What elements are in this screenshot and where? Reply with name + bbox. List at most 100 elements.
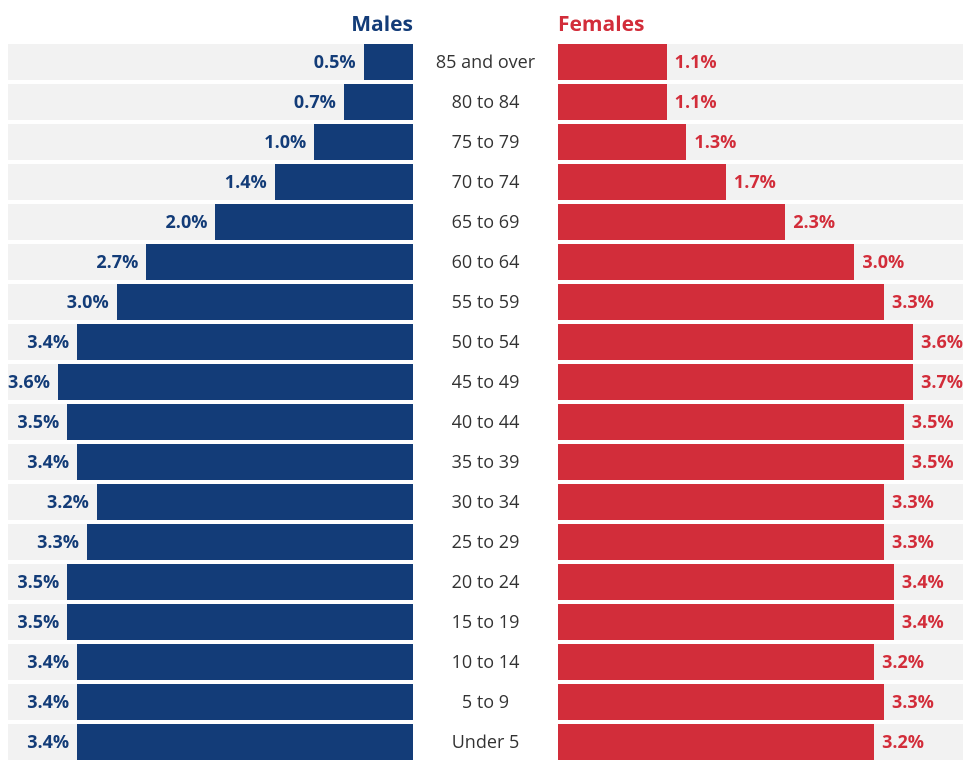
female-value: 3.4% (894, 570, 944, 594)
male-value: 3.5% (17, 610, 67, 634)
pyramid-row: 3.4% Under 5 3.2% (8, 724, 967, 760)
female-value: 3.3% (884, 290, 934, 314)
age-label: 15 to 19 (413, 610, 558, 634)
age-label: 40 to 44 (413, 410, 558, 434)
female-value: 1.1% (667, 50, 717, 74)
pyramid-row: 3.0%55 to 59 3.3% (8, 284, 967, 320)
male-side: 2.0% (8, 204, 413, 240)
male-value: 3.4% (27, 730, 77, 754)
male-side: 3.4% (8, 324, 413, 360)
male-value: 3.4% (27, 650, 77, 674)
age-label: Under 5 (413, 730, 558, 754)
pyramid-row: 3.5% 20 to 24 3.4% (8, 564, 967, 600)
male-side: 3.4% (8, 724, 413, 760)
pyramid-row: 2.0% 65 to 69 2.3% (8, 204, 967, 240)
female-side: 3.6% (558, 324, 963, 360)
female-value: 3.3% (884, 530, 934, 554)
female-side: 3.3% (558, 484, 963, 520)
pyramid-row: 3.5%40 to 443.5% (8, 404, 967, 440)
age-label: 45 to 49 (413, 370, 558, 394)
male-bar (117, 284, 413, 320)
pyramid-row: 3.4% 5 to 93.3% (8, 684, 967, 720)
male-value: 3.2% (47, 490, 97, 514)
age-label: 5 to 9 (413, 690, 558, 714)
pyramid-row: 0.7%80 to 841.1% (8, 84, 967, 120)
age-label: 35 to 39 (413, 450, 558, 474)
female-bar (558, 284, 884, 320)
age-label: 60 to 64 (413, 250, 558, 274)
population-pyramid-chart: Males Females 0.5%85 and over1.1%0.7%80 … (0, 0, 975, 774)
female-value: 3.7% (913, 370, 963, 394)
male-side: 0.5% (8, 44, 413, 80)
male-bar (87, 524, 413, 560)
male-bar (77, 684, 413, 720)
female-value: 2.3% (785, 210, 835, 234)
male-value: 2.0% (166, 210, 216, 234)
female-side: 1.7% (558, 164, 963, 200)
female-bar (558, 644, 874, 680)
female-bar (558, 524, 884, 560)
male-side: 3.5% (8, 564, 413, 600)
female-value: 3.5% (904, 450, 954, 474)
female-value: 3.2% (874, 730, 924, 754)
female-side: 3.3% (558, 684, 963, 720)
female-bar (558, 84, 667, 120)
male-bar (67, 604, 413, 640)
female-side: 2.3% (558, 204, 963, 240)
females-header: Females (558, 10, 963, 38)
female-side: 3.5% (558, 404, 963, 440)
male-bar (58, 364, 413, 400)
female-bar (558, 404, 904, 440)
female-side: 3.5% (558, 444, 963, 480)
male-value: 3.4% (27, 690, 77, 714)
age-label: 50 to 54 (413, 330, 558, 354)
male-bar (67, 564, 413, 600)
male-value: 3.6% (8, 370, 58, 394)
female-value: 1.7% (726, 170, 776, 194)
age-label: 55 to 59 (413, 290, 558, 314)
female-bar (558, 244, 854, 280)
male-value: 1.0% (264, 130, 314, 154)
age-label: 10 to 14 (413, 650, 558, 674)
age-label: 30 to 34 (413, 490, 558, 514)
pyramid-row: 3.4%10 to 143.2% (8, 644, 967, 680)
female-side: 1.1% (558, 84, 963, 120)
male-bar (77, 724, 413, 760)
male-side: 3.4% (8, 644, 413, 680)
age-label: 65 to 69 (413, 210, 558, 234)
age-label: 75 to 79 (413, 130, 558, 154)
male-side: 1.0% (8, 124, 413, 160)
male-side: 1.4% (8, 164, 413, 200)
female-bar (558, 484, 884, 520)
male-side: 3.5% (8, 604, 413, 640)
pyramid-row: 3.4%50 to 54 3.6% (8, 324, 967, 360)
female-bar (558, 364, 913, 400)
female-side: 1.3% (558, 124, 963, 160)
female-value: 3.6% (913, 330, 963, 354)
female-bar (558, 164, 726, 200)
header-spacer (413, 10, 558, 38)
pyramid-row: 3.5% 15 to 193.4% (8, 604, 967, 640)
female-value: 3.3% (884, 490, 934, 514)
male-value: 1.4% (225, 170, 275, 194)
male-value: 3.5% (17, 570, 67, 594)
male-side: 3.2% (8, 484, 413, 520)
female-bar (558, 724, 874, 760)
female-bar (558, 44, 667, 80)
male-bar (146, 244, 413, 280)
male-side: 3.4% (8, 684, 413, 720)
male-bar (97, 484, 413, 520)
male-value: 3.4% (27, 450, 77, 474)
male-bar (77, 644, 413, 680)
age-label: 20 to 24 (413, 570, 558, 594)
female-side: 3.4% (558, 604, 963, 640)
female-bar (558, 204, 785, 240)
female-side: 3.3% (558, 284, 963, 320)
female-side: 3.0% (558, 244, 963, 280)
female-bar (558, 604, 894, 640)
female-side: 3.7% (558, 364, 963, 400)
male-side: 3.0% (8, 284, 413, 320)
age-label: 80 to 84 (413, 90, 558, 114)
female-value: 3.5% (904, 410, 954, 434)
male-bar (364, 44, 413, 80)
